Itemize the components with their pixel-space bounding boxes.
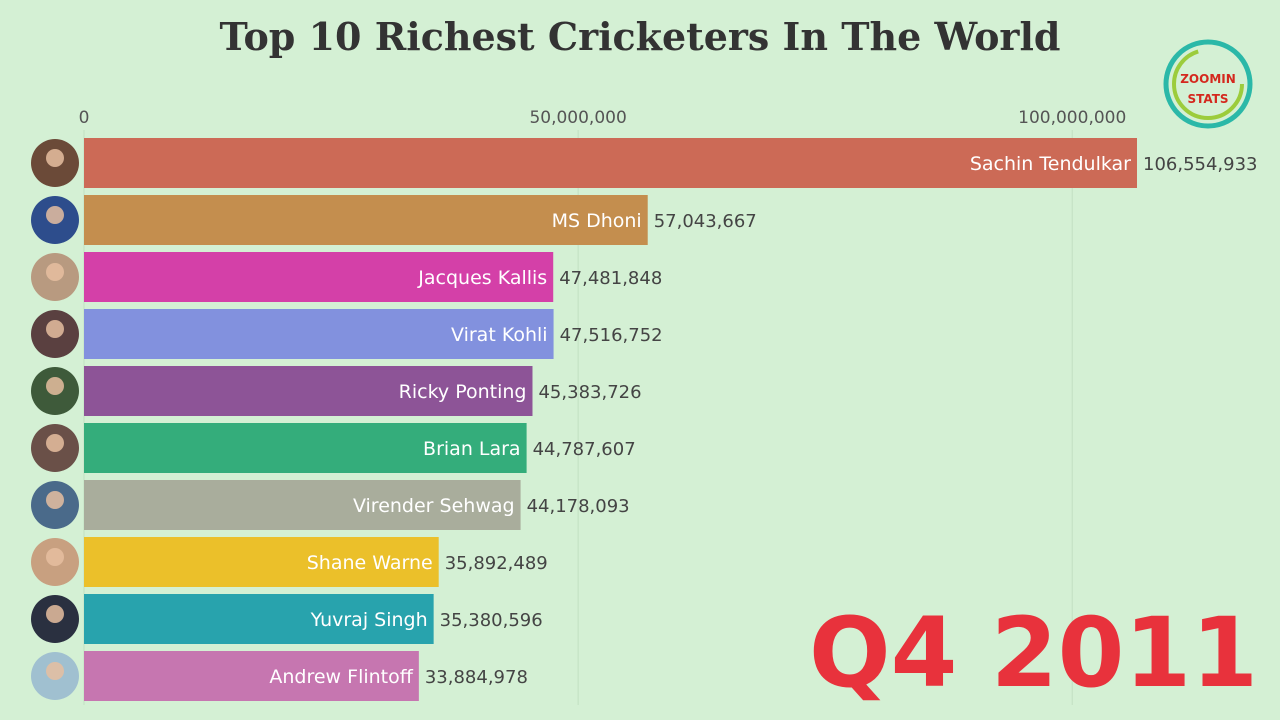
avatar-face-shape xyxy=(46,377,64,395)
avatar-face-shape xyxy=(46,662,64,680)
avatar-face-shape xyxy=(46,491,64,509)
avatar-face-shape xyxy=(46,605,64,623)
bar-label: Jacques Kallis xyxy=(417,267,547,289)
bar xyxy=(84,594,434,644)
bar xyxy=(84,366,533,416)
value-label: 44,787,607 xyxy=(533,439,636,460)
value-label: 57,043,667 xyxy=(654,211,757,232)
value-label: 47,481,848 xyxy=(559,268,662,289)
avatar-face-shape xyxy=(46,320,64,338)
zoomin-stats-logo: ZOOMIN STATS xyxy=(1163,39,1253,129)
bar-label: Virat Kohli xyxy=(451,324,548,346)
bar-label: MS Dhoni xyxy=(552,210,642,232)
bar-label: Virender Sehwag xyxy=(353,495,515,517)
avatar-face-shape xyxy=(46,206,64,224)
bar xyxy=(84,252,554,302)
bar xyxy=(84,195,648,245)
bar xyxy=(84,537,439,587)
x-tick-label: 100,000,000 xyxy=(1018,108,1126,128)
logo-ring-inner xyxy=(1172,48,1244,120)
bar xyxy=(84,309,554,359)
bar xyxy=(84,651,419,701)
bar-label: Sachin Tendulkar xyxy=(970,153,1131,175)
avatar-face-shape xyxy=(46,263,64,281)
value-label: 35,380,596 xyxy=(440,610,543,631)
bar-label: Ricky Ponting xyxy=(399,381,527,403)
value-label: 45,383,726 xyxy=(538,382,641,403)
bar xyxy=(84,480,521,530)
bar-label: Andrew Flintoff xyxy=(269,666,413,688)
value-label: 33,884,978 xyxy=(425,667,528,688)
bar-label: Shane Warne xyxy=(307,552,433,574)
bar xyxy=(84,423,527,473)
x-tick-label: 50,000,000 xyxy=(529,108,626,128)
logo-text-line1: ZOOMIN xyxy=(1180,72,1236,86)
bars: Sachin Tendulkar 106,554,933 MS Dhoni 57,04… xyxy=(31,138,1258,701)
avatar-face-shape xyxy=(46,548,64,566)
value-label: 106,554,933 xyxy=(1143,154,1258,175)
logo-ring-outer xyxy=(1163,39,1253,129)
avatar-face-shape xyxy=(46,434,64,452)
value-label: 35,892,489 xyxy=(445,553,548,574)
value-label: 44,178,093 xyxy=(527,496,630,517)
bar xyxy=(84,138,1137,188)
chart-title: Top 10 Richest Cricketers In The World xyxy=(220,14,1061,59)
value-label: 47,516,752 xyxy=(560,325,663,346)
logo-text-line2: STATS xyxy=(1187,92,1228,106)
x-axis: 0 50,000,000 100,000,000 xyxy=(79,108,1127,128)
bar-label: Brian Lara xyxy=(423,438,521,460)
period-label: Q4 2011 xyxy=(809,597,1258,709)
avatar-face-shape xyxy=(46,149,64,167)
bar-label: Yuvraj Singh xyxy=(310,609,428,631)
x-tick-label: 0 xyxy=(79,108,90,128)
